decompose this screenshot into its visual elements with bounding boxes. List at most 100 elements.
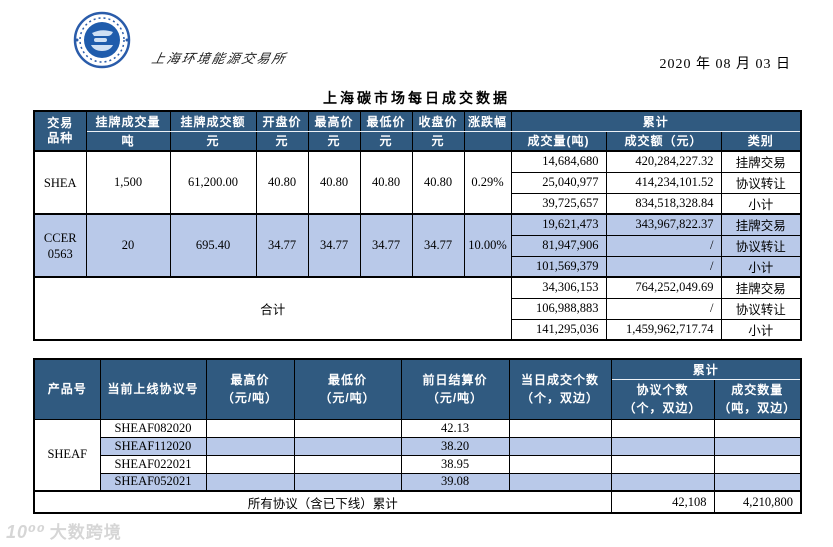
- footer-label-cell: 所有协议（含已下线）累计: [33, 490, 612, 514]
- cum-volume-cell: 101,569,379: [510, 255, 607, 278]
- agreement-code-cell: SHEAF022021: [99, 454, 207, 474]
- report-date: 2020 年 08 月 03 日: [659, 57, 791, 72]
- product-name-cell: SHEA: [33, 150, 87, 215]
- cum-quantity-cell: [713, 454, 802, 474]
- daily-count-cell: [508, 454, 612, 474]
- table-row: SHEAF SHEAF082020 42.13: [33, 418, 802, 492]
- unit-change: [463, 130, 512, 152]
- col-header-cum-agreements: 协议个数 （个，双边）: [610, 378, 715, 420]
- cum-amount-cell: 420,284,227.32: [605, 150, 722, 173]
- cum-amount-cell: /: [605, 255, 722, 278]
- unit-open: 元: [255, 130, 309, 152]
- col-header-cum-quantity: 成交数量 （吨，双边）: [713, 378, 802, 420]
- footer-quantity-cell: 4,210,800: [713, 490, 802, 514]
- unit-listed-amount: 元: [169, 130, 257, 152]
- product-name-cell: SHEAF: [33, 418, 101, 492]
- prev-settle-cell: 39.08: [400, 472, 510, 492]
- cum-category-cell: 小计: [720, 255, 802, 278]
- cum-category-cell: 协议转让: [720, 234, 802, 257]
- table-row: 101,569,379 / 小计: [34, 255, 802, 278]
- col-header-online-agreement: 当前上线协议号: [99, 358, 207, 420]
- cum-volume-cell: 19,621,473: [510, 213, 607, 236]
- cum-amount-cell: 414,234,101.52: [605, 171, 722, 194]
- col-header-cumulative: 累计: [610, 358, 802, 380]
- total-label-cell: 合计: [33, 276, 512, 341]
- exchange-logo-icon: [73, 11, 131, 69]
- change-pct-cell: 0.29%: [463, 150, 512, 215]
- table-row: SHEAF112020 38.20: [34, 436, 802, 456]
- low-price-cell: [293, 436, 402, 456]
- table-row: SHEAF022021 38.95: [34, 454, 802, 474]
- col-header-listed-amount: 挂牌成交额: [169, 110, 257, 132]
- agreement-code-cell: SHEAF052021: [99, 472, 207, 492]
- table-row: 合计 34,306,153 764,252,049.69 挂牌交易: [33, 276, 802, 341]
- low-price-cell: 34.77: [359, 213, 413, 278]
- table-row: SHEAF052021 39.08: [34, 472, 802, 492]
- listed-volume-cell: 1,500: [85, 150, 171, 215]
- high-price-cell: [205, 472, 295, 492]
- cum-amount-cell: /: [605, 234, 722, 257]
- cum-volume-cell: 25,040,977: [510, 171, 607, 194]
- close-price-cell: 40.80: [411, 150, 465, 215]
- close-price-cell: 34.77: [411, 213, 465, 278]
- listed-volume-cell: 20: [85, 213, 171, 278]
- prev-settle-cell: 42.13: [400, 418, 510, 438]
- col-header-product-code: 产品号: [33, 358, 101, 420]
- col-header-close: 收盘价: [411, 110, 465, 132]
- watermark: 10⁰⁰ 大数跨境: [6, 518, 122, 543]
- cum-category-cell: 挂牌交易: [720, 150, 802, 173]
- agreements-table: 产品号 当前上线协议号 最高价 （元/吨） 最低价 （元/吨） 前日结算价 （元/吨）…: [33, 358, 803, 514]
- unit-close: 元: [411, 130, 465, 152]
- prev-settle-cell: 38.95: [400, 454, 510, 474]
- col-header-prev-settle: 前日结算价 （元/吨）: [400, 358, 510, 420]
- cum-category-cell: 挂牌交易: [720, 213, 802, 236]
- page-title: 上海碳市场每日成交数据: [323, 90, 510, 106]
- high-price-cell: [205, 418, 295, 438]
- low-price-cell: [293, 454, 402, 474]
- col-header-low: 最低价: [359, 110, 413, 132]
- col-header-product: 交易品种: [33, 110, 87, 152]
- watermark-text: 大数跨境: [49, 523, 122, 542]
- col-header-open: 开盘价: [255, 110, 309, 132]
- cum-amount-cell: 1,459,962,717.74: [605, 318, 722, 341]
- cum-quantity-cell: [713, 418, 802, 438]
- cum-category-cell: 协议转让: [720, 171, 802, 194]
- cum-volume-cell: 106,988,883: [510, 297, 607, 320]
- daily-count-cell: [508, 436, 612, 456]
- col-header-daily-count: 当日成交个数 （个，双边）: [508, 358, 612, 420]
- unit-low: 元: [359, 130, 413, 152]
- table-row: SHEA 1,500 61,200.00 40.80 40.80 40.80 4…: [33, 150, 802, 215]
- footer-agreement-count-cell: 42,108: [610, 490, 715, 514]
- open-price-cell: 34.77: [255, 213, 309, 278]
- cum-agreements-cell: [610, 454, 715, 474]
- col-header-high: 最高价 （元/吨）: [205, 358, 295, 420]
- high-price-cell: [205, 454, 295, 474]
- cum-agreements-cell: [610, 418, 715, 438]
- high-price-cell: [205, 436, 295, 456]
- table-row: 所有协议（含已下线）累计 42,108 4,210,800: [33, 490, 802, 514]
- cum-category-cell: 小计: [720, 192, 802, 215]
- listed-amount-cell: 61,200.00: [169, 150, 257, 215]
- cum-volume-cell: 34,306,153: [510, 276, 607, 299]
- cum-volume-cell: 141,295,036: [510, 318, 607, 341]
- daily-trades-table: 交易品种 挂牌成交量 挂牌成交额 开盘价 最高价 最低价 收盘价 涨跌幅 累计 …: [33, 110, 803, 341]
- open-price-cell: 40.80: [255, 150, 309, 215]
- unit-listed-volume: 吨: [85, 130, 171, 152]
- cum-category-cell: 小计: [720, 318, 802, 341]
- cum-volume-cell: 39,725,657: [510, 192, 607, 215]
- high-price-cell: 40.80: [307, 150, 361, 215]
- col-header-cum-volume: 成交量(吨): [510, 130, 607, 152]
- product-name-cell: CCER 0563: [33, 213, 87, 278]
- cum-category-cell: 协议转让: [720, 297, 802, 320]
- cum-volume-cell: 81,947,906: [510, 234, 607, 257]
- agreement-code-cell: SHEAF112020: [99, 436, 207, 456]
- cum-agreements-cell: [610, 472, 715, 492]
- exchange-logo: 上海环境能源交易所: [72, 8, 372, 74]
- table-row: 25,040,977 414,234,101.52 协议转让: [34, 171, 802, 194]
- listed-amount-cell: 695.40: [169, 213, 257, 278]
- table-row: 106,988,883 / 协议转让: [34, 297, 802, 320]
- col-header-cumulative: 累计: [510, 110, 802, 132]
- col-header-low: 最低价 （元/吨）: [293, 358, 402, 420]
- cum-amount-cell: 834,518,328.84: [605, 192, 722, 215]
